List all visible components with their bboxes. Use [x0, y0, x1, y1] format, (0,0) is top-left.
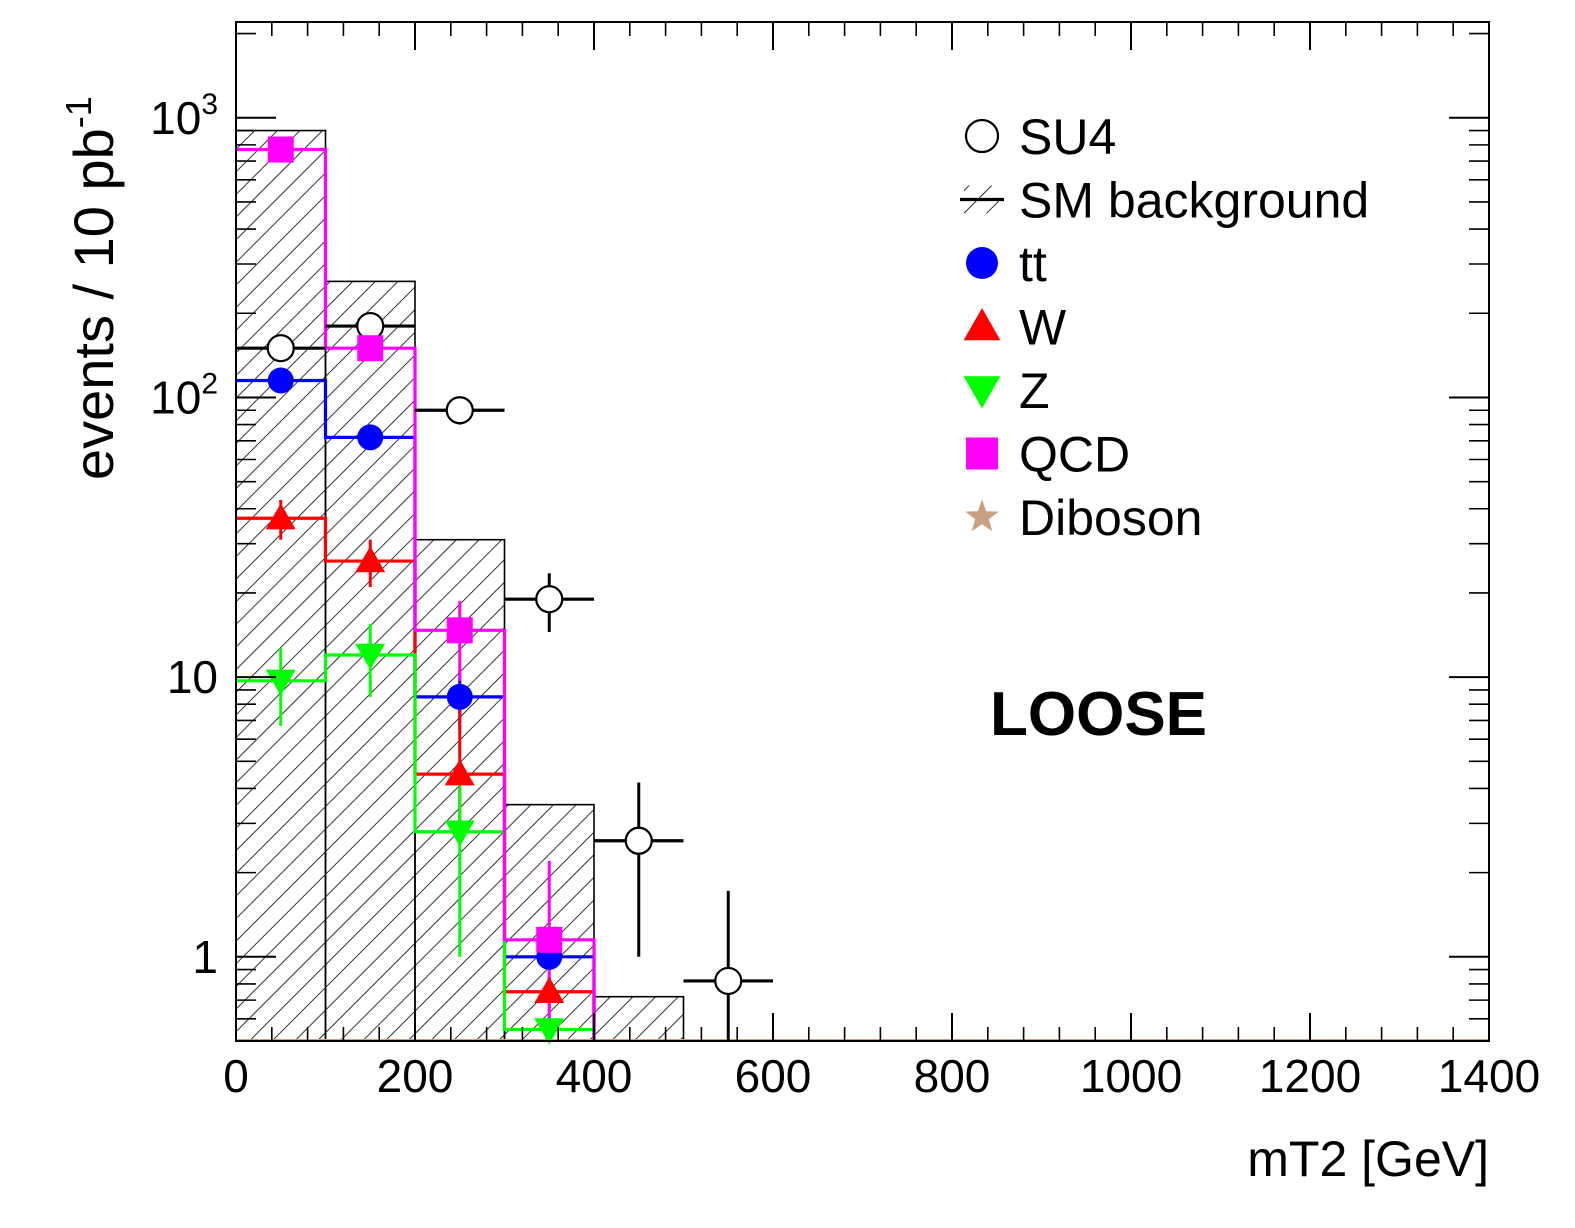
- marker-tt: [446, 683, 473, 710]
- x-tick-label: 400: [556, 1050, 633, 1102]
- step-line-qcd: [236, 147, 596, 1041]
- y-tick-label-base: 10: [150, 92, 201, 144]
- marker-w: [534, 976, 565, 1003]
- marker-z: [444, 820, 475, 847]
- marker-tt: [357, 424, 384, 451]
- legend-marker: [965, 499, 999, 532]
- x-axis-ticks: 0 200 400 600 800 1000 1200 1400: [223, 22, 1540, 1102]
- marker-su4: [356, 311, 385, 341]
- marker-tt: [267, 367, 294, 394]
- marker-z: [534, 1018, 565, 1045]
- plot-frame: [235, 21, 1490, 1042]
- legend-label: Z: [1019, 363, 1050, 419]
- y-tick-label: 1: [192, 931, 218, 983]
- loose-annotation: LOOSE: [990, 680, 1207, 749]
- legend-marker: [966, 437, 998, 470]
- marker-w: [265, 503, 296, 530]
- legend-label: W: [1019, 300, 1067, 356]
- process-step-histograms: [236, 147, 596, 1041]
- y-tick-label-base: 10: [167, 651, 218, 703]
- legend-marker: [963, 308, 1001, 341]
- y-axis-title: events / 10 pb-1: [58, 96, 125, 480]
- legend-label: tt: [1019, 236, 1047, 292]
- x-tick-label: 800: [914, 1050, 991, 1102]
- x-tick-label: 600: [735, 1050, 812, 1102]
- x-axis-title: mT2 [GeV]: [1247, 1131, 1489, 1187]
- marker-su4: [535, 585, 564, 614]
- x-tick-label: 1200: [1259, 1050, 1361, 1102]
- sm-background-bar: [236, 129, 327, 1041]
- x-tick-label: 1000: [1080, 1050, 1182, 1102]
- legend-entry-diboson: Diboson: [965, 490, 1202, 546]
- legend-entry-qcd: QCD: [966, 427, 1130, 483]
- marker-w: [444, 759, 475, 786]
- sm-background-histogram: [236, 129, 1489, 1041]
- legend-marker: [966, 247, 998, 279]
- marker-su4: [624, 826, 653, 855]
- legend-marker: [963, 376, 1001, 409]
- x-tick-label: 200: [377, 1050, 454, 1102]
- legend-entry-w: W: [963, 300, 1067, 356]
- legend-label: QCD: [1019, 427, 1130, 483]
- y-tick-label-base: 10: [150, 371, 201, 423]
- y-tick-label-exponent: 3: [201, 88, 218, 121]
- x-tick-label: 0: [223, 1050, 249, 1102]
- y-tick-label: 103: [150, 88, 218, 144]
- legend-marker: [964, 118, 1000, 154]
- y-tick-label-exponent: 2: [201, 367, 218, 400]
- x-tick-label: 1400: [1438, 1050, 1540, 1102]
- y-tick-label: 10: [167, 651, 218, 703]
- legend-entry-tt: tt: [966, 236, 1047, 292]
- legend-entry-su4: SU4: [964, 109, 1116, 165]
- marker-su4: [714, 966, 743, 996]
- legend-label: Diboson: [1019, 490, 1202, 546]
- marker-qcd: [536, 926, 563, 953]
- marker-qcd: [267, 136, 294, 163]
- legend-entry-z: Z: [963, 363, 1050, 419]
- legend-label: SU4: [1019, 109, 1116, 165]
- y-tick-label: 102: [150, 367, 218, 423]
- y-axis-title-superscript: -1: [58, 96, 99, 128]
- marker-qcd: [446, 617, 473, 644]
- legend: SU4 SM background tt WZ QCD Diboson: [960, 109, 1369, 546]
- y-tick-label-base: 1: [192, 931, 218, 983]
- marker-z: [355, 643, 386, 670]
- step-line-z: [236, 653, 596, 1041]
- marker-su4: [266, 334, 295, 363]
- marker-w: [355, 546, 386, 573]
- sm-background-bar: [593, 995, 685, 1041]
- y-axis-title-main: events / 10 pb: [62, 128, 125, 480]
- marker-qcd: [357, 335, 384, 362]
- legend-label: SM background: [1019, 173, 1369, 229]
- marker-su4: [445, 396, 474, 425]
- legend-entry-sm-background: SM background: [960, 173, 1369, 229]
